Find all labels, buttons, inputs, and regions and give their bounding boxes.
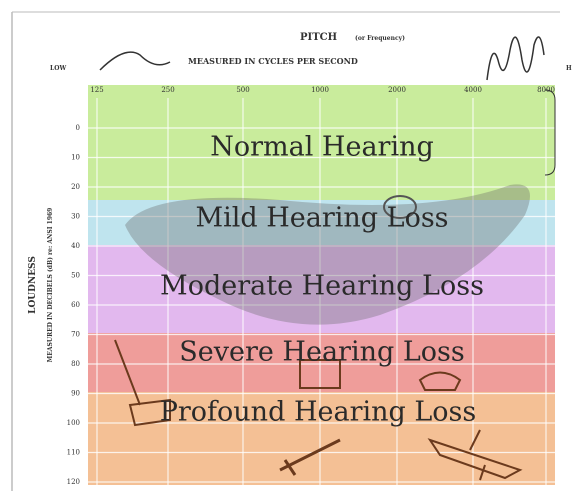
- y-tick-label: 80: [71, 360, 80, 368]
- band-label: Moderate Hearing Loss: [160, 271, 484, 302]
- pitch-subtitle: MEASURED IN CYCLES PER SECOND: [188, 56, 358, 66]
- band-label: Severe Hearing Loss: [179, 337, 465, 368]
- band-mild: [88, 200, 555, 245]
- x-tick-label: 1000: [311, 86, 329, 94]
- low-wave: [99, 51, 171, 71]
- x-tick-label: 4000: [464, 86, 482, 94]
- y-tick-label: 100: [67, 419, 80, 427]
- band-label: Mild Hearing Loss: [195, 203, 448, 234]
- low-label: LOW: [50, 65, 66, 72]
- x-tick-label: 250: [161, 86, 174, 94]
- phone-icon: [418, 371, 462, 391]
- x-tick-label: 2000: [388, 86, 406, 94]
- band-normal: [88, 85, 555, 200]
- speech-banana: [125, 184, 530, 325]
- y-tick-label: 70: [71, 331, 80, 339]
- bracket: [544, 89, 556, 176]
- y-tick-label: 50: [71, 272, 80, 280]
- pitch-note: (or Frequency): [355, 35, 405, 42]
- band-label: Normal Hearing: [210, 132, 434, 163]
- piano-icon: [299, 359, 341, 389]
- drill-icon: [279, 438, 341, 476]
- grid: [88, 98, 555, 485]
- y-tick-label: 90: [71, 390, 80, 398]
- x-tick-label: 125: [90, 86, 103, 94]
- y-tick-label: 110: [67, 449, 80, 457]
- loudness-subtitle: MEASURED IN DECIBELS (dB) re: ANSI 1969: [47, 208, 54, 363]
- pitch-title: PITCH: [300, 32, 337, 43]
- band-profound: [88, 392, 555, 485]
- x-tick-label: 500: [236, 86, 249, 94]
- high-wave: [486, 36, 545, 81]
- loudness-title: LOUDNESS: [28, 256, 38, 314]
- y-tick-label: 0: [76, 124, 80, 132]
- y-tick-label: 10: [71, 154, 80, 162]
- mower-icon: [114, 339, 171, 427]
- y-tick-label: 20: [71, 183, 80, 191]
- y-tick-label: 30: [71, 213, 80, 221]
- band-severe: [88, 333, 555, 392]
- y-tick-label: 120: [67, 478, 80, 486]
- band-label: Profound Hearing Loss: [160, 397, 477, 428]
- y-tick-label: 40: [71, 242, 80, 250]
- clock-icon: [383, 195, 417, 219]
- y-tick-label: 60: [71, 301, 80, 309]
- x-tick-label: 8000: [537, 86, 555, 94]
- high-label: H: [566, 65, 572, 72]
- band-moderate: [88, 245, 555, 333]
- plane-icon: [427, 429, 523, 481]
